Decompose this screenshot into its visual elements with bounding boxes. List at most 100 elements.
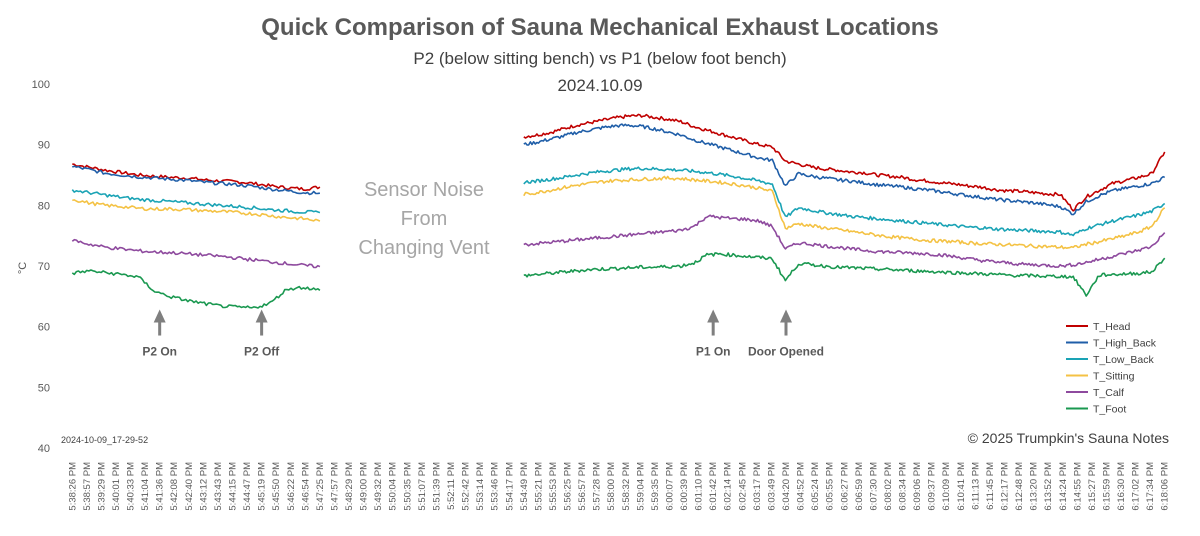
x-tick-label: 6:03:17 PM [752, 462, 763, 511]
noise-line-1: Sensor Noise [364, 179, 484, 201]
x-tick-label: 5:41:36 PM [155, 462, 166, 511]
x-tick-label: 6:15:27 PM [1087, 462, 1098, 511]
x-tick-label: 6:05:24 PM [810, 462, 821, 511]
annotation-label: Door Opened [748, 345, 824, 359]
x-tick-label: 5:47:57 PM [329, 462, 340, 511]
x-tick-label: 5:53:14 PM [475, 462, 486, 511]
x-tick-label: 5:59:35 PM [650, 462, 661, 511]
x-tick-label: 5:51:39 PM [431, 462, 442, 511]
annotation-arrow-head [707, 309, 720, 323]
x-tick-label: 5:44:47 PM [242, 462, 253, 511]
x-tick-label: 6:04:20 PM [781, 462, 792, 511]
y-tick-label: 90 [38, 140, 50, 152]
x-tick-label: 6:17:02 PM [1131, 462, 1142, 511]
x-tick-label: 6:13:52 PM [1043, 462, 1054, 511]
x-tick-label: 5:58:32 PM [621, 462, 632, 511]
series-lines [71, 113, 1166, 309]
annotation-arrow-head [153, 309, 166, 323]
legend-label: T_Calf [1093, 387, 1124, 399]
x-tick-label: 5:50:04 PM [388, 462, 399, 511]
x-tick-label: 5:52:42 PM [461, 462, 472, 511]
x-tick-label: 6:09:37 PM [927, 462, 938, 511]
series-line-t-calf [523, 214, 1166, 269]
x-tick-label: 6:02:45 PM [737, 462, 748, 511]
x-tick-label: 6:06:59 PM [854, 462, 865, 511]
x-tick-label: 6:12:48 PM [1014, 462, 1025, 511]
annotations: P2 On P2 Off P1 On Door Opened [142, 309, 824, 359]
series-line-t-head [72, 163, 321, 192]
annotation-arrow-head [780, 309, 793, 323]
x-tick-label: 5:40:01 PM [111, 462, 122, 511]
annotation-arrow-head [255, 309, 268, 323]
x-tick-label: 6:01:42 PM [708, 462, 719, 511]
legend-label: T_High_Back [1093, 338, 1157, 350]
series-line-t-high-back [523, 123, 1166, 216]
x-tick-label: 6:09:06 PM [912, 462, 923, 511]
x-tick-label: 5:49:32 PM [373, 462, 384, 511]
x-tick-label: 6:12:17 PM [999, 462, 1010, 511]
x-tick-label: 5:42:40 PM [184, 462, 195, 511]
x-tick-label: 6:08:02 PM [883, 462, 894, 511]
x-tick-label: 6:05:55 PM [825, 462, 836, 511]
x-tick-label: 5:42:08 PM [169, 462, 180, 511]
noise-line-3: Changing Vent [358, 237, 490, 259]
y-tick-label: 40 [38, 443, 50, 455]
chart-subtitle: P2 (below sitting bench) vs P1 (below fo… [413, 49, 786, 68]
x-tick-label: 5:53:46 PM [490, 462, 501, 511]
legend-label: T_Head [1093, 321, 1131, 333]
x-tick-label: 6:04:52 PM [796, 462, 807, 511]
x-ticks: 5:38:26 PM 5:38:57 PM 5:39:29 PM 5:40:01 PM… [67, 462, 1170, 511]
x-tick-label: 5:55:53 PM [548, 462, 559, 511]
y-ticks: 40 50 60 70 80 90 100 [32, 79, 50, 455]
x-tick-label: 5:48:29 PM [344, 462, 355, 511]
x-tick-label: 5:43:12 PM [198, 462, 209, 511]
x-tick-label: 6:07:30 PM [868, 462, 879, 511]
x-tick-label: 5:51:07 PM [417, 462, 428, 511]
series-line-t-high-back [72, 165, 320, 196]
chart-title: Quick Comparison of Sauna Mechanical Exh… [261, 14, 938, 41]
x-tick-label: 5:39:29 PM [96, 462, 107, 511]
series-line-t-head [523, 113, 1166, 212]
series-line-t-low-back [523, 166, 1166, 237]
x-tick-label: 5:50:35 PM [402, 462, 413, 511]
x-tick-label: 5:43:43 PM [213, 462, 224, 511]
footnote-right: © 2025 Trumpkin's Sauna Notes [968, 430, 1169, 446]
y-tick-label: 100 [32, 79, 50, 91]
x-tick-label: 5:56:57 PM [577, 462, 588, 511]
x-tick-label: 6:11:13 PM [970, 462, 981, 510]
x-tick-label: 5:46:54 PM [300, 462, 311, 511]
x-tick-label: 5:38:26 PM [67, 462, 78, 511]
legend-label: T_Sitting [1093, 371, 1135, 383]
y-axis-label: °C [17, 262, 29, 274]
legend-label: T_Foot [1093, 404, 1126, 416]
x-tick-label: 5:38:57 PM [82, 462, 93, 511]
x-tick-label: 5:41:04 PM [140, 462, 151, 511]
x-tick-label: 6:01:10 PM [694, 462, 705, 511]
x-tick-label: 6:10:09 PM [941, 462, 952, 511]
annotation-label: P1 On [696, 345, 731, 359]
x-tick-label: 5:40:33 PM [126, 462, 137, 511]
x-tick-label: 5:57:28 PM [592, 462, 603, 511]
noise-line-2: From [401, 208, 448, 230]
x-tick-label: 5:54:17 PM [504, 462, 515, 511]
annotation-label: P2 Off [244, 345, 280, 359]
x-tick-label: 5:49:00 PM [359, 462, 370, 511]
x-tick-label: 6:00:07 PM [664, 462, 675, 511]
x-tick-label: 5:59:04 PM [635, 462, 646, 511]
series-line-t-sitting [72, 199, 321, 222]
x-tick-label: 6:00:39 PM [679, 462, 690, 511]
series-line-t-sitting [523, 175, 1166, 250]
y-tick-label: 60 [38, 322, 50, 334]
series-line-t-low-back [71, 189, 321, 214]
x-tick-label: 5:54:49 PM [519, 462, 530, 511]
x-tick-label: 6:14:24 PM [1058, 462, 1069, 511]
x-tick-label: 6:14:55 PM [1072, 462, 1083, 511]
legend: T_Head T_High_Back T_Low_Back T_Sitting T_Ca… [1066, 321, 1157, 416]
footnote-left: 2024-10-09_17-29-52 [61, 435, 148, 445]
x-tick-label: 5:52:11 PM [446, 462, 457, 510]
y-tick-label: 70 [38, 261, 50, 273]
x-tick-label: 6:13:20 PM [1029, 462, 1040, 511]
chart-date: 2024.10.09 [557, 76, 642, 95]
y-tick-label: 50 [38, 382, 50, 394]
